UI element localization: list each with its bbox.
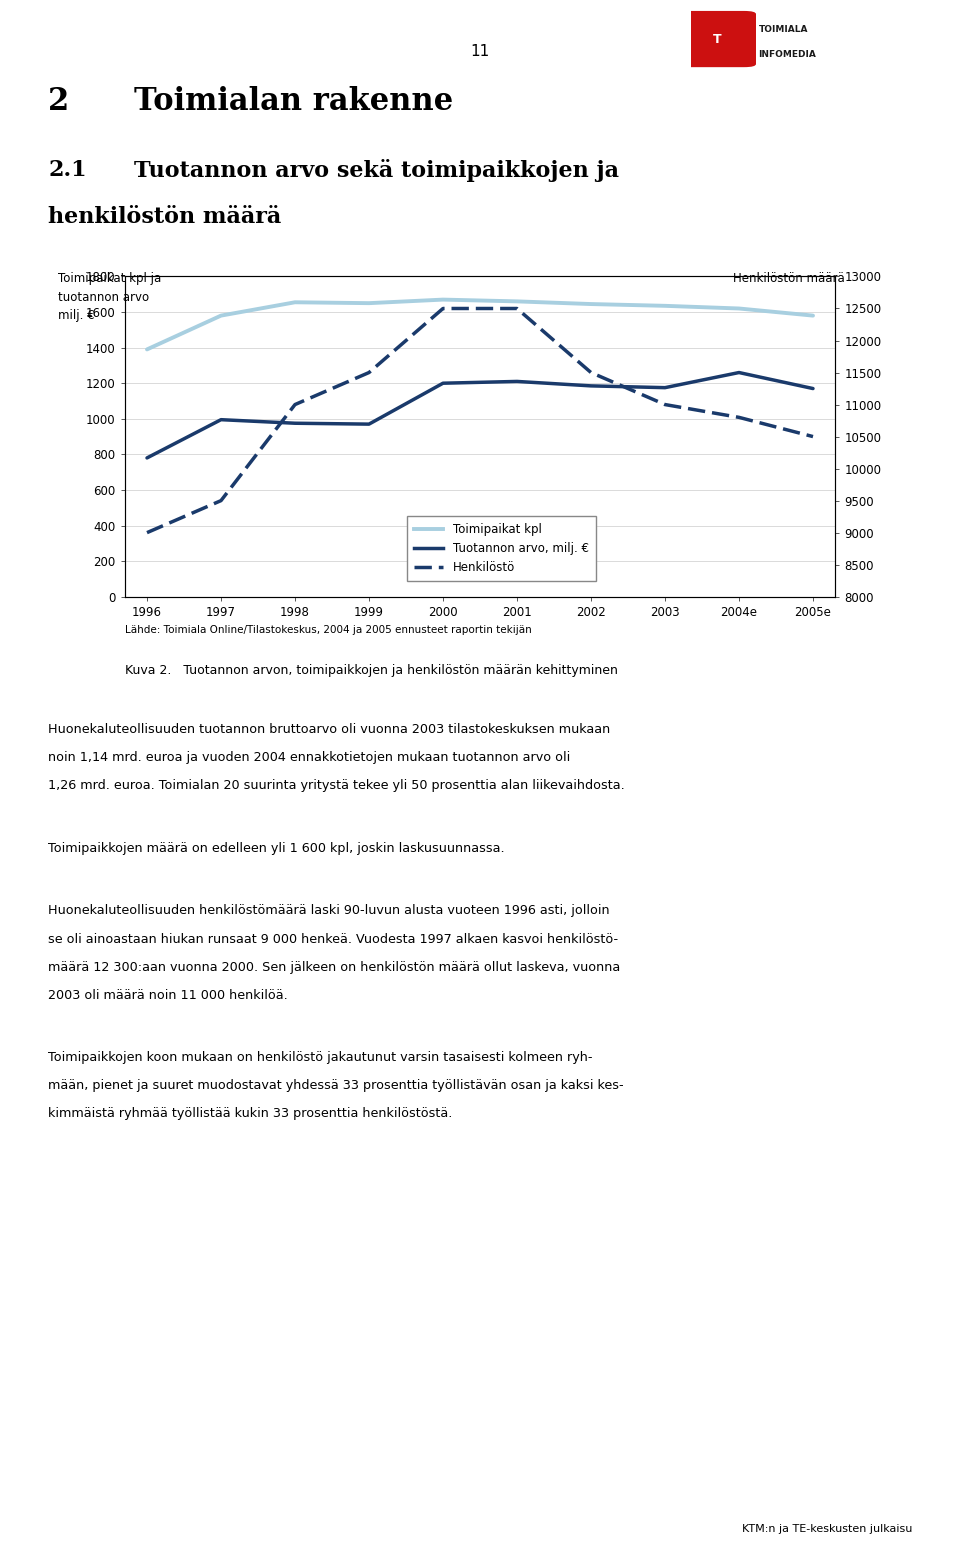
Text: Lähde: Toimiala Online/Tilastokeskus, 2004 ja 2005 ennusteet raportin tekijän: Lähde: Toimiala Online/Tilastokeskus, 20… (125, 625, 532, 634)
Text: Tuotannon arvo sekä toimipaikkojen ja: Tuotannon arvo sekä toimipaikkojen ja (134, 159, 619, 183)
Text: 1,26 mrd. euroa. Toimialan 20 suurinta yritystä tekee yli 50 prosenttia alan lii: 1,26 mrd. euroa. Toimialan 20 suurinta y… (48, 779, 625, 792)
Text: Toimialan rakenne: Toimialan rakenne (134, 86, 454, 117)
Text: KTM:n ja TE-keskusten julkaisu: KTM:n ja TE-keskusten julkaisu (742, 1525, 912, 1534)
Legend: Toimipaikat kpl, Tuotannon arvo, milj. €, Henkilöstö: Toimipaikat kpl, Tuotannon arvo, milj. €… (407, 515, 596, 581)
Text: henkilöstön määrä: henkilöstön määrä (48, 206, 281, 228)
Text: Huonekaluteollisuuden henkilöstömäärä laski 90-luvun alusta vuoteen 1996 asti, j: Huonekaluteollisuuden henkilöstömäärä la… (48, 904, 610, 917)
Text: T: T (713, 33, 722, 45)
Text: tuotannon arvo: tuotannon arvo (58, 291, 149, 303)
Text: TOIMIALA: TOIMIALA (758, 25, 808, 34)
Text: milj. €: milj. € (58, 309, 94, 322)
Text: kimmäistä ryhmää työllistää kukin 33 prosenttia henkilöstöstä.: kimmäistä ryhmää työllistää kukin 33 pro… (48, 1107, 452, 1120)
Text: Toimipaikkojen koon mukaan on henkilöstö jakautunut varsin tasaisesti kolmeen ry: Toimipaikkojen koon mukaan on henkilöstö… (48, 1051, 592, 1064)
Text: 2: 2 (48, 86, 69, 117)
Text: 2003 oli määrä noin 11 000 henkilöä.: 2003 oli määrä noin 11 000 henkilöä. (48, 989, 288, 1001)
Text: se oli ainoastaan hiukan runsaat 9 000 henkeä. Vuodesta 1997 alkaen kasvoi henki: se oli ainoastaan hiukan runsaat 9 000 h… (48, 933, 618, 945)
Text: noin 1,14 mrd. euroa ja vuoden 2004 ennakkotietojen mukaan tuotannon arvo oli: noin 1,14 mrd. euroa ja vuoden 2004 enna… (48, 751, 570, 764)
Text: Huonekaluteollisuuden tuotannon bruttoarvo oli vuonna 2003 tilastokeskuksen muka: Huonekaluteollisuuden tuotannon bruttoar… (48, 723, 611, 736)
Text: määrä 12 300:aan vuonna 2000. Sen jälkeen on henkilöstön määrä ollut laskeva, vu: määrä 12 300:aan vuonna 2000. Sen jälkee… (48, 961, 620, 973)
Text: mään, pienet ja suuret muodostavat yhdessä 33 prosenttia työllistävän osan ja ka: mään, pienet ja suuret muodostavat yhdes… (48, 1079, 624, 1092)
Text: 2.1: 2.1 (48, 159, 86, 181)
Text: Henkilöstön määrä: Henkilöstön määrä (733, 272, 845, 284)
Text: INFOMEDIA: INFOMEDIA (758, 50, 816, 59)
Text: Kuva 2.   Tuotannon arvon, toimipaikkojen ja henkilöstön määrän kehittyminen: Kuva 2. Tuotannon arvon, toimipaikkojen … (125, 664, 617, 676)
FancyBboxPatch shape (679, 11, 756, 67)
Text: Toimipaikat kpl ja: Toimipaikat kpl ja (58, 272, 161, 284)
Text: Toimipaikkojen määrä on edelleen yli 1 600 kpl, joskin laskusuunnassa.: Toimipaikkojen määrä on edelleen yli 1 6… (48, 842, 505, 854)
Text: 11: 11 (470, 44, 490, 59)
